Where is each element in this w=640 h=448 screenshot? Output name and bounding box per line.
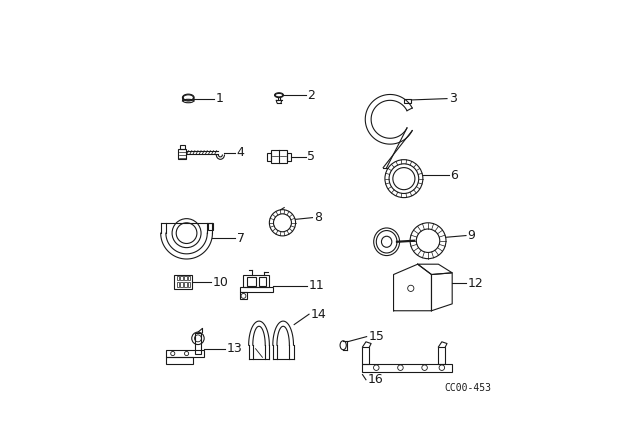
Text: 10: 10 (213, 276, 229, 289)
Text: 8: 8 (314, 211, 322, 224)
Bar (178, 149, 186, 159)
Bar (188, 276, 190, 280)
Text: 3: 3 (449, 92, 456, 105)
Bar (240, 287, 273, 293)
Bar (180, 283, 183, 287)
Bar (166, 357, 193, 364)
Bar (195, 333, 202, 354)
Bar (175, 275, 193, 289)
Bar (208, 223, 213, 230)
Bar (243, 275, 269, 287)
Bar (177, 276, 179, 280)
Text: 12: 12 (468, 277, 483, 290)
Bar (247, 277, 255, 285)
Bar (180, 145, 185, 149)
Bar (184, 283, 187, 287)
Text: CC00-453: CC00-453 (445, 383, 492, 392)
Bar (177, 283, 179, 287)
Bar (240, 292, 247, 299)
Text: 15: 15 (369, 330, 384, 343)
Text: 1: 1 (216, 92, 224, 105)
Bar (362, 363, 452, 372)
Text: 6: 6 (451, 169, 458, 182)
Bar (268, 153, 271, 161)
Text: 2: 2 (307, 89, 315, 102)
Bar (404, 99, 412, 103)
Text: 9: 9 (468, 229, 476, 242)
Text: 16: 16 (367, 373, 383, 386)
Bar (287, 153, 291, 161)
Text: 13: 13 (226, 342, 242, 355)
Text: 5: 5 (307, 150, 316, 163)
Text: 11: 11 (309, 279, 324, 292)
Bar (271, 150, 287, 164)
Text: 4: 4 (237, 146, 244, 159)
Bar (362, 347, 369, 364)
Bar (259, 277, 266, 285)
Bar (184, 276, 187, 280)
Text: 14: 14 (311, 308, 326, 321)
Bar (438, 347, 445, 364)
Bar (188, 283, 190, 287)
Bar (180, 276, 183, 280)
Bar (166, 350, 204, 358)
Text: 7: 7 (237, 232, 244, 245)
